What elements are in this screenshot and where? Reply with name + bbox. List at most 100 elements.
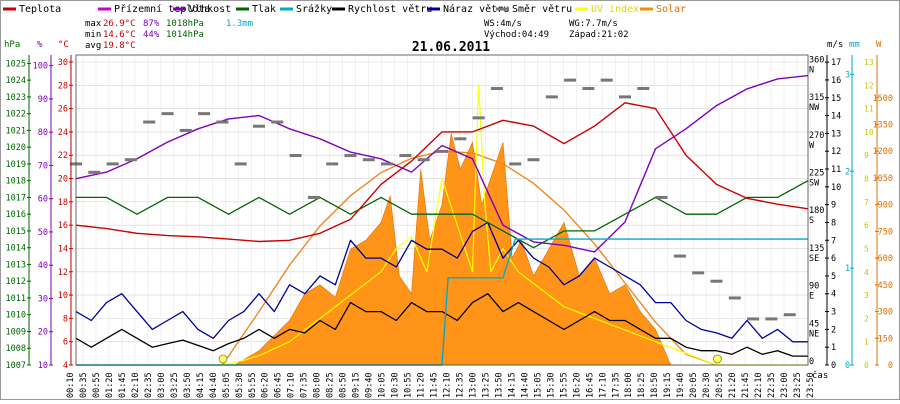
axis-temp-tick-label: 18 [58, 198, 68, 208]
axis-uv-tick-label: 7 [864, 198, 869, 207]
axis-temp-tick-label: 4 [63, 361, 68, 371]
x-tick-label: 06:45 [274, 372, 284, 398]
x-tick-label: 07:10 [287, 372, 297, 398]
x-tick-label: 15:30 [546, 372, 556, 398]
wind-direction-mark [417, 158, 430, 162]
x-tick-label: 12:35 [455, 372, 465, 398]
axis-unit-mm: mm [849, 40, 860, 50]
x-tick-label: 08:00 [313, 372, 323, 398]
wind-direction-mark [326, 162, 339, 166]
wind-direction-mark [198, 112, 211, 116]
stats-block: max 26.9°C 87% 1018hPa 1.3mm min 14.6°C … [85, 19, 629, 51]
x-tick-label: 08:50 [339, 372, 349, 398]
axis-uv-tick-label: 11 [864, 105, 874, 114]
wind-direction-mark [582, 87, 595, 91]
wind-direction-mark [381, 162, 394, 166]
x-tick-label: 05:05 [222, 372, 232, 398]
axis-hpa-tick-label: 1020 [6, 143, 26, 153]
axis-ms-tick-label: 17 [831, 58, 841, 68]
line-series [75, 74, 809, 366]
wind-direction-mark [362, 158, 375, 162]
wind-direction-mark [673, 254, 686, 258]
wind-direction-mark [289, 154, 302, 158]
axis-dir-label: E [809, 292, 814, 302]
wind-direction-mark [783, 313, 796, 317]
axis-hpa-tick-label: 1015 [6, 227, 26, 237]
axis-hpa-tick-label: 1007 [6, 361, 26, 371]
x-tick-label: 01:45 [118, 372, 128, 398]
wind-direction-mark [765, 317, 778, 321]
wind-direction-mark [344, 154, 357, 158]
x-tick-label: 20:55 [715, 372, 725, 398]
x-tick-label: 02:10 [131, 372, 141, 398]
wind-direction-mark [637, 87, 650, 91]
axis-wm2-tick-label: 1200 [873, 147, 893, 157]
wind-direction-mark [179, 128, 192, 132]
uv-line [76, 84, 808, 366]
wind-direction-mark [234, 162, 247, 166]
x-tick-label: 11:20 [417, 372, 427, 398]
x-tick-label: 13:25 [481, 372, 491, 398]
axis-hpa-tick-label: 1017 [6, 193, 26, 203]
axis-ms-tick-label: 13 [831, 129, 841, 139]
stats-min-press: 1014hPa [166, 30, 204, 40]
x-tick-label: 09:40 [365, 372, 375, 398]
x-tick-label: 19:15 [663, 372, 673, 398]
axis-wm2-tick-label: 150 [878, 334, 893, 344]
wind-direction-mark [161, 112, 174, 116]
chart-title: 21.06.2011 [412, 40, 490, 55]
legend-label-solar: Solar [656, 4, 686, 15]
x-tick-label: 23:00 [780, 372, 790, 398]
axis-unit-hum: % [37, 40, 43, 50]
axis-temp-tick-label: 10 [58, 291, 68, 301]
axis-wm2-tick-label: 1350 [873, 120, 893, 130]
stats-min-temp: 14.6°C [103, 30, 136, 40]
wind-direction-mark [88, 170, 101, 174]
stats-max-hum: 87% [143, 19, 160, 29]
legend-label-uv: UV index [591, 4, 639, 15]
wind-direction-mark [600, 78, 613, 82]
x-tick-label: 20:05 [689, 372, 699, 398]
legend-label-rychlost: Rychlost větru [348, 3, 432, 15]
wind-direction-mark [106, 162, 119, 166]
plot-frame [75, 54, 809, 366]
axes: 00:10 00:35 00:55 01:20 01:45 02:10 02:35 03:00… [6, 54, 893, 398]
x-tick-label: 09:15 [352, 372, 362, 398]
axis-temp-tick-label: 14 [58, 244, 68, 254]
legend-label-vlhkost: Vlhkost [189, 4, 231, 15]
wind-direction-mark [509, 162, 522, 166]
axis-temp-tick-label: 16 [58, 221, 68, 231]
axis-temp-tick-label: 30 [58, 58, 68, 68]
axis-ms-tick-label: 11 [831, 165, 841, 175]
x-tick-label: 10:05 [378, 372, 388, 398]
x-tick-label: 23:50 [806, 372, 816, 398]
stats-max-press: 1018hPa [166, 19, 204, 29]
x-tick-label: 03:25 [170, 372, 180, 398]
x-tick-label: 18:00 [624, 372, 634, 398]
axis-hum-tick-label: 70 [38, 161, 48, 171]
humidity-line [75, 74, 809, 253]
wind-direction-mark [399, 154, 412, 158]
axis-ms-tick-label: 14 [831, 112, 841, 122]
axis-temp-tick-label: 24 [58, 128, 68, 138]
axis-temp-tick-label: 6 [63, 338, 68, 348]
stats-max-label: max [85, 19, 102, 29]
axis-ms-tick-label: 8 [831, 218, 836, 228]
axis-hum-tick-label: 10 [38, 361, 48, 371]
wind-direction-mark [143, 120, 156, 124]
x-tick-label: 06:20 [261, 372, 271, 398]
stats-avg-label: avg [85, 41, 101, 51]
axis-uv-tick-label: 3 [864, 291, 869, 300]
wind-direction-mark [527, 158, 540, 162]
axis-dir-label: SW [809, 178, 820, 188]
x-tick-label: 12:10 [442, 372, 452, 398]
x-tick-label: 13:00 [468, 372, 478, 398]
axis-hum-tick-label: 60 [38, 195, 48, 205]
axis-hum-tick-label: 40 [38, 261, 48, 271]
axis-uv-tick-label: 4 [864, 268, 869, 277]
axis-dir-value: 90 [809, 282, 819, 292]
legend-label-prizemni: Přízemní teplota [114, 3, 210, 15]
x-tick-label: 21:45 [741, 372, 751, 398]
axis-wm2-tick-label: 450 [878, 281, 893, 291]
axis-mm-tick-label: 1 [845, 264, 850, 274]
